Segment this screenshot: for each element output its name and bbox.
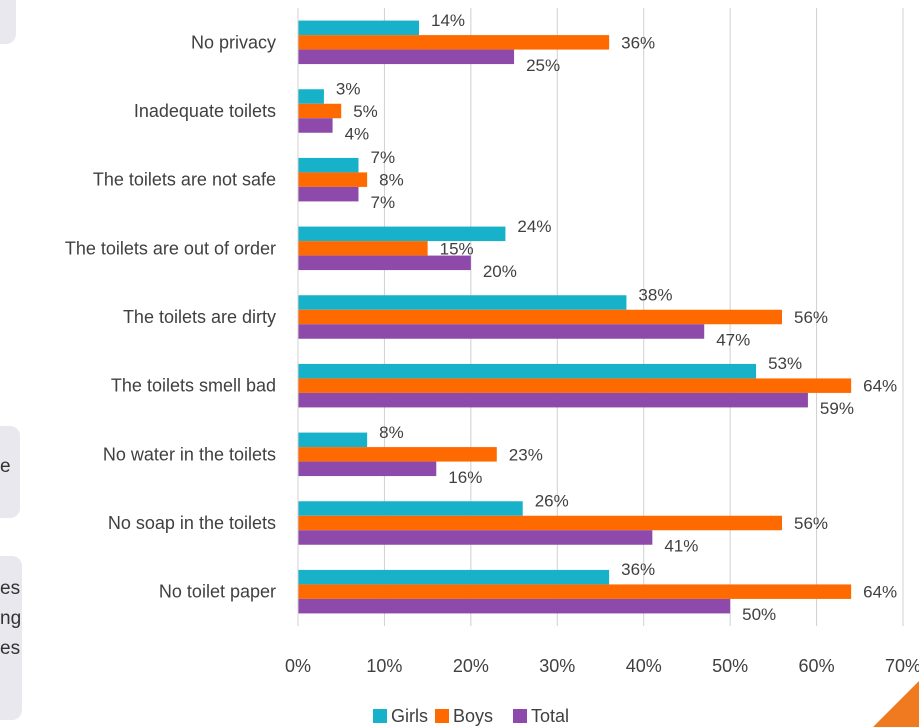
- bar-boys: [298, 515, 782, 531]
- data-label: 47%: [716, 331, 750, 350]
- data-label: 64%: [863, 377, 897, 396]
- x-tick-label: 0%: [285, 656, 311, 676]
- data-label: 41%: [664, 537, 698, 556]
- category-label: Inadequate toilets: [134, 101, 276, 121]
- x-tick-label: 60%: [799, 656, 835, 676]
- data-label: 56%: [794, 308, 828, 327]
- side-panel-middle-text: e: [0, 456, 11, 477]
- bar-girls: [298, 157, 359, 173]
- category-label: No soap in the toilets: [108, 513, 276, 533]
- legend-label: Total: [531, 706, 569, 726]
- x-tick-label: 40%: [626, 656, 662, 676]
- category-label: The toilets are not safe: [93, 170, 276, 190]
- bar-boys: [298, 584, 852, 599]
- bar-total: [298, 324, 705, 339]
- side-panel-bottom-line-1: es: [0, 578, 21, 599]
- legend: Girls Boys Total: [373, 706, 569, 726]
- bar-boys: [298, 241, 428, 256]
- bar-total: [298, 255, 471, 271]
- bar-girls: [298, 89, 324, 104]
- category-label: The toilets are dirty: [123, 307, 276, 327]
- data-label: 16%: [448, 468, 482, 487]
- side-panel-bottom: es ng es: [0, 556, 22, 720]
- data-label: 36%: [621, 33, 655, 52]
- data-label: 56%: [794, 514, 828, 533]
- bar-girls: [298, 20, 419, 36]
- side-panel-top: [0, 0, 16, 44]
- bar-girls: [298, 226, 506, 242]
- legend-label: Boys: [453, 706, 493, 726]
- data-label: 7%: [371, 193, 396, 212]
- data-label: 50%: [742, 605, 776, 624]
- bar-girls: [298, 295, 627, 310]
- bar-boys: [298, 309, 782, 325]
- bar-girls: [298, 363, 757, 379]
- corner-triangle-decoration: [873, 681, 919, 727]
- legend-swatch: [435, 709, 449, 723]
- bars: [298, 20, 852, 614]
- bar-girls: [298, 432, 368, 448]
- side-panel-bottom-line-3: es: [0, 638, 21, 659]
- data-label: 8%: [379, 171, 404, 190]
- legend-swatch: [373, 709, 387, 723]
- category-label: No water in the toilets: [103, 444, 276, 464]
- bar-total: [298, 49, 515, 65]
- legend-swatch: [513, 709, 527, 723]
- x-tick-label: 30%: [539, 656, 575, 676]
- x-tick-label: 20%: [453, 656, 489, 676]
- bar-total: [298, 530, 653, 545]
- side-panel-bottom-line-2: ng: [0, 608, 22, 629]
- bar-girls: [298, 501, 523, 516]
- x-tick-label: 10%: [366, 656, 402, 676]
- value-labels: 14%36%25%3%5%4%7%8%7%24%15%20%38%56%47%5…: [336, 11, 897, 624]
- data-label: 7%: [371, 148, 396, 167]
- data-label: 38%: [638, 286, 672, 305]
- data-label: 20%: [483, 262, 517, 281]
- x-tick-label: 50%: [712, 656, 748, 676]
- category-label: The toilets smell bad: [111, 376, 276, 396]
- bar-boys: [298, 172, 368, 187]
- data-label: 25%: [526, 56, 560, 75]
- bar-girls: [298, 569, 610, 585]
- data-label: 64%: [863, 583, 897, 602]
- data-label: 5%: [353, 102, 378, 121]
- side-panel-middle: e: [0, 426, 20, 518]
- category-labels: No privacy Inadequate toilets The toilets …: [65, 32, 276, 601]
- data-label: 26%: [535, 492, 569, 511]
- bar-total: [298, 461, 437, 477]
- bar-total: [298, 186, 359, 202]
- bar-boys: [298, 378, 852, 393]
- data-label: 36%: [621, 560, 655, 579]
- data-label: 3%: [336, 80, 361, 99]
- bar-total: [298, 118, 333, 133]
- data-label: 24%: [517, 217, 551, 236]
- data-label: 59%: [820, 399, 854, 418]
- x-axis-ticks: 0% 10% 20% 30% 40% 50% 60% 70%: [285, 656, 919, 676]
- category-label: No privacy: [191, 32, 276, 52]
- data-label: 4%: [345, 125, 370, 144]
- category-label: No toilet paper: [159, 582, 276, 602]
- bar-total: [298, 392, 808, 408]
- bar-boys: [298, 103, 342, 119]
- data-label: 23%: [509, 445, 543, 464]
- category-label: The toilets are out of order: [65, 238, 276, 258]
- legend-label: Girls: [391, 706, 428, 726]
- data-label: 8%: [379, 423, 404, 442]
- x-tick-label: 70%: [885, 656, 919, 676]
- data-label: 53%: [768, 354, 802, 373]
- bar-total: [298, 598, 731, 614]
- bar-boys: [298, 35, 610, 50]
- bar-boys: [298, 447, 497, 462]
- data-label: 14%: [431, 11, 465, 30]
- data-label: 15%: [440, 239, 474, 258]
